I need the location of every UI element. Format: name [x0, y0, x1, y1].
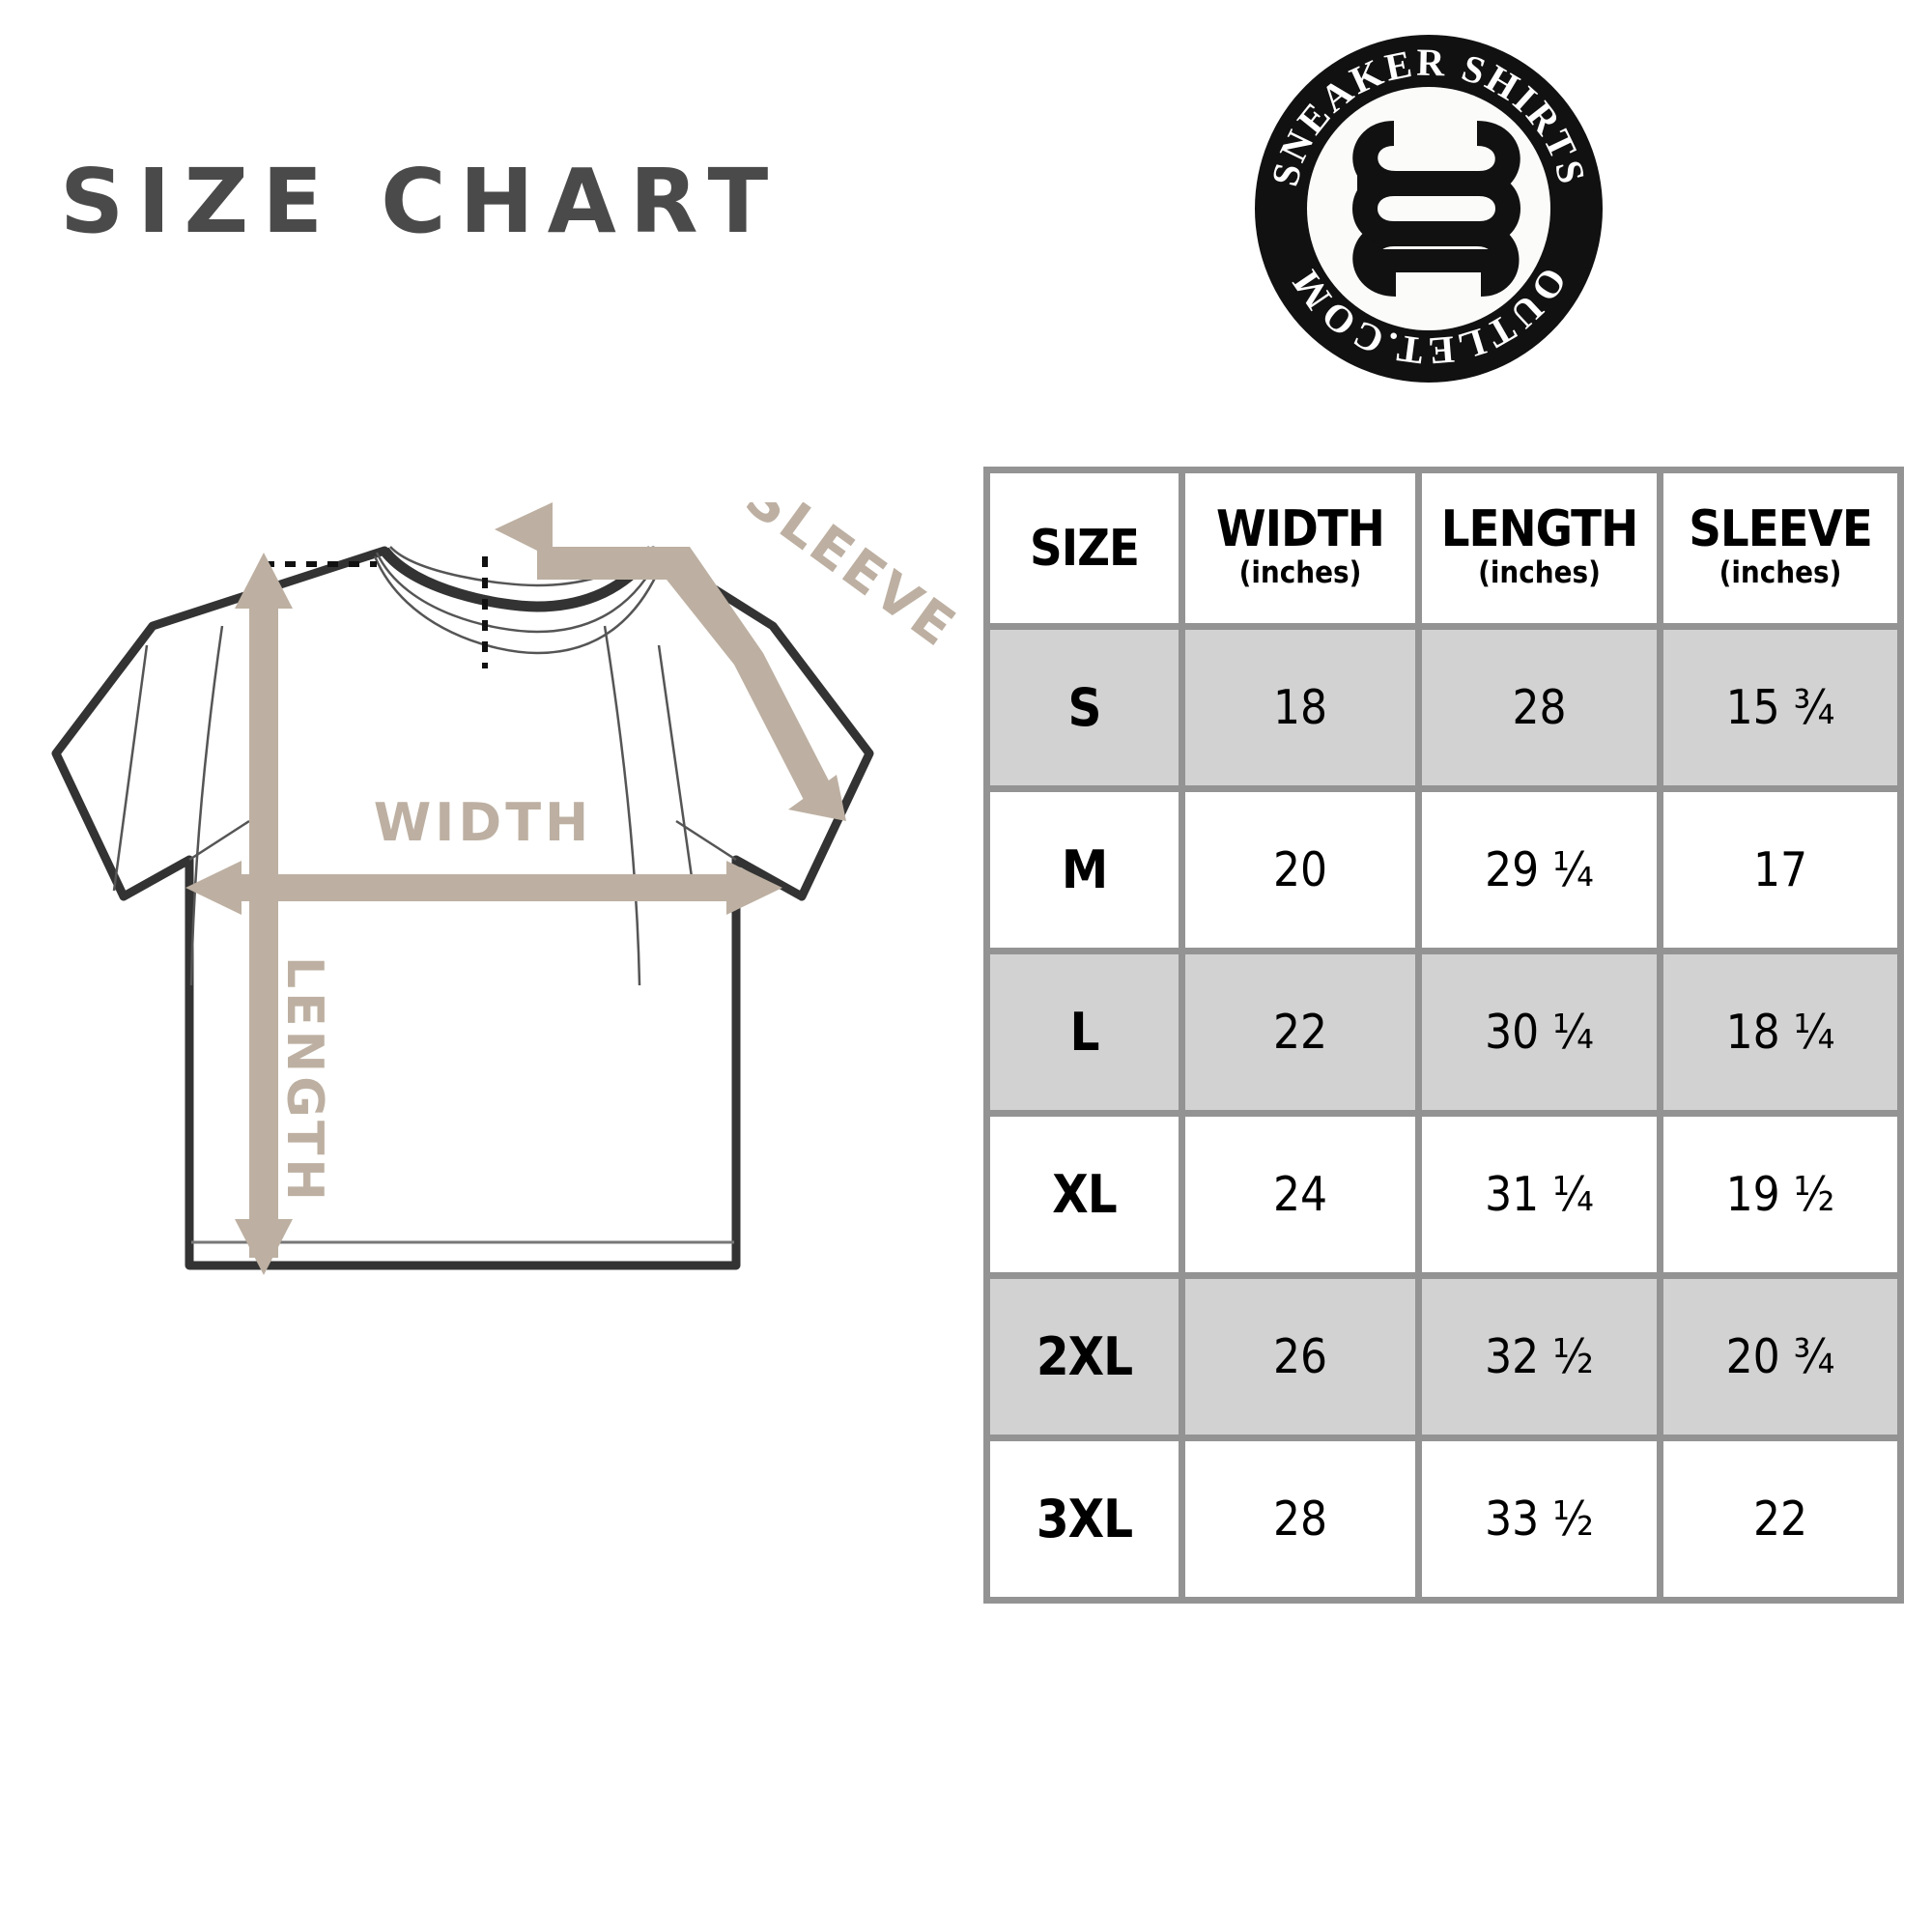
header-length-main: LENGTH — [1440, 500, 1638, 559]
cell-width: 28 — [1179, 1435, 1422, 1604]
tshirt-side-seams — [189, 625, 641, 986]
sleeve-label-text: SLEEVE — [976, 502, 977, 503]
table-row: M 20 29 ¼ 17 — [983, 785, 1904, 954]
cell-width: 24 — [1179, 1110, 1422, 1279]
header-sleeve-main: SLEEVE — [1689, 500, 1873, 559]
cell-sleeve: 17 — [1657, 785, 1904, 954]
tshirt-measurement-diagram: SLEEVE WIDTH LENGTH SLEEVE WIDTH LENGTH — [0, 467, 977, 1604]
cell-size: 2XL — [983, 1272, 1185, 1441]
cell-length: 31 ¼ — [1415, 1110, 1663, 1279]
header-size-main: SIZE — [1030, 519, 1140, 578]
header-cell-width: WIDTH (inches) — [1179, 467, 1422, 630]
cell-sleeve: 18 ¼ — [1657, 948, 1904, 1117]
cell-size: M — [983, 785, 1185, 954]
table-row: XL 24 31 ¼ 19 ½ — [983, 1110, 1904, 1279]
header-sleeve-sub: (inches) — [1719, 555, 1842, 591]
logo-monogram-ss — [1352, 121, 1520, 297]
length-label: LENGTH — [275, 956, 333, 1205]
table-row: S 18 28 15 ¾ — [983, 623, 1904, 792]
tshirt-collar — [373, 546, 667, 655]
cell-size: S — [983, 623, 1185, 792]
cell-width: 20 — [1179, 785, 1422, 954]
cell-sleeve: 15 ¾ — [1657, 623, 1904, 792]
length-arrow — [235, 553, 293, 1275]
cell-size: 3XL — [983, 1435, 1185, 1604]
header-cell-size: SIZE — [983, 467, 1185, 630]
table-row: 3XL 28 33 ½ 22 — [983, 1435, 1904, 1604]
table-row: L 22 30 ¼ 18 ¼ — [983, 948, 1904, 1117]
measurement-guide-lines — [264, 556, 488, 668]
table-header-row: SIZE WIDTH (inches) LENGTH (inches) SLEE… — [983, 467, 1904, 630]
cell-width: 18 — [1179, 623, 1422, 792]
width-label-text: WIDTH — [976, 502, 977, 503]
header-cell-sleeve: SLEEVE (inches) — [1657, 467, 1904, 630]
table-row: 2XL 26 32 ½ 20 ¾ — [983, 1272, 1904, 1441]
sleeve-arrow — [495, 502, 846, 821]
page-title: SIZE CHART — [60, 150, 782, 253]
cell-sleeve: 20 ¾ — [1657, 1272, 1904, 1441]
width-label: WIDTH — [374, 792, 593, 853]
cell-width: 26 — [1179, 1272, 1422, 1441]
sneaker-shirts-outlet-logo: SNEAKER SHIRTS OUTLET.COM — [1249, 29, 1608, 388]
cell-sleeve: 19 ½ — [1657, 1110, 1904, 1279]
header-length-sub: (inches) — [1478, 555, 1601, 591]
cell-length: 30 ¼ — [1415, 948, 1663, 1117]
cell-length: 29 ¼ — [1415, 785, 1663, 954]
cell-length: 32 ½ — [1415, 1272, 1663, 1441]
cell-sleeve: 22 — [1657, 1435, 1904, 1604]
cell-length: 33 ½ — [1415, 1435, 1663, 1604]
cell-size: XL — [983, 1110, 1185, 1279]
cell-size: L — [983, 948, 1185, 1117]
header-width-main: WIDTH — [1216, 500, 1385, 559]
header-cell-length: LENGTH (inches) — [1415, 467, 1663, 630]
length-label-text: LENGTH — [976, 502, 977, 503]
tshirt-sleeve-seams — [112, 644, 737, 892]
size-chart-table: SIZE WIDTH (inches) LENGTH (inches) SLEE… — [983, 467, 1904, 1604]
cell-width: 22 — [1179, 948, 1422, 1117]
width-arrow — [185, 861, 782, 915]
cell-length: 28 — [1415, 623, 1663, 792]
header-width-sub: (inches) — [1238, 555, 1362, 591]
